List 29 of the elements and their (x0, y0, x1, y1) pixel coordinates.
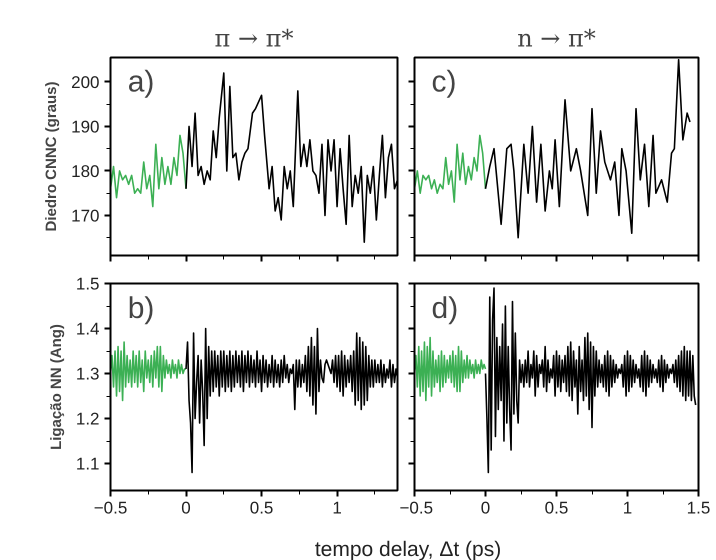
y-axis-title: Ligação NN (Ang) (48, 324, 65, 450)
x-axis-title: tempo delay, Δt (ps) (314, 537, 502, 560)
y-tick-label: 1.3 (76, 364, 100, 384)
annotation: a) (128, 65, 154, 98)
y-tick-label: 200 (71, 72, 100, 92)
y-axis-title: Diedro CNNC (graus) (43, 81, 60, 232)
annotation: d) (432, 292, 458, 325)
x-tick-label: 0 (480, 498, 490, 518)
y-tick-label: 1.2 (76, 410, 100, 428)
x-tick-label: 1 (332, 498, 342, 518)
line-series (110, 134, 187, 208)
x-tick-label: 1 (622, 498, 632, 518)
chart-title: n → π* (517, 24, 596, 52)
y-tick-label: 1.4 (76, 320, 100, 338)
x-tick-label: 0.5 (544, 498, 568, 518)
x-tick-label: −0.5 (400, 498, 434, 518)
y-tick-label: 190 (71, 117, 100, 136)
y-tick-label: 180 (71, 162, 100, 181)
x-tick-label: −0.5 (94, 498, 128, 518)
annotation: b) (128, 292, 154, 325)
line-series (110, 341, 187, 402)
annotation: c) (432, 65, 457, 98)
x-tick-label: 0.5 (250, 498, 274, 518)
y-tick-label: 170 (71, 206, 100, 226)
x-tick-label: 1.5 (686, 498, 710, 518)
chart-title: π → π* (214, 24, 294, 52)
x-tick-label: 0 (181, 498, 191, 518)
y-tick-label: 1.5 (76, 274, 100, 294)
y-tick-label: 1.1 (76, 454, 100, 474)
